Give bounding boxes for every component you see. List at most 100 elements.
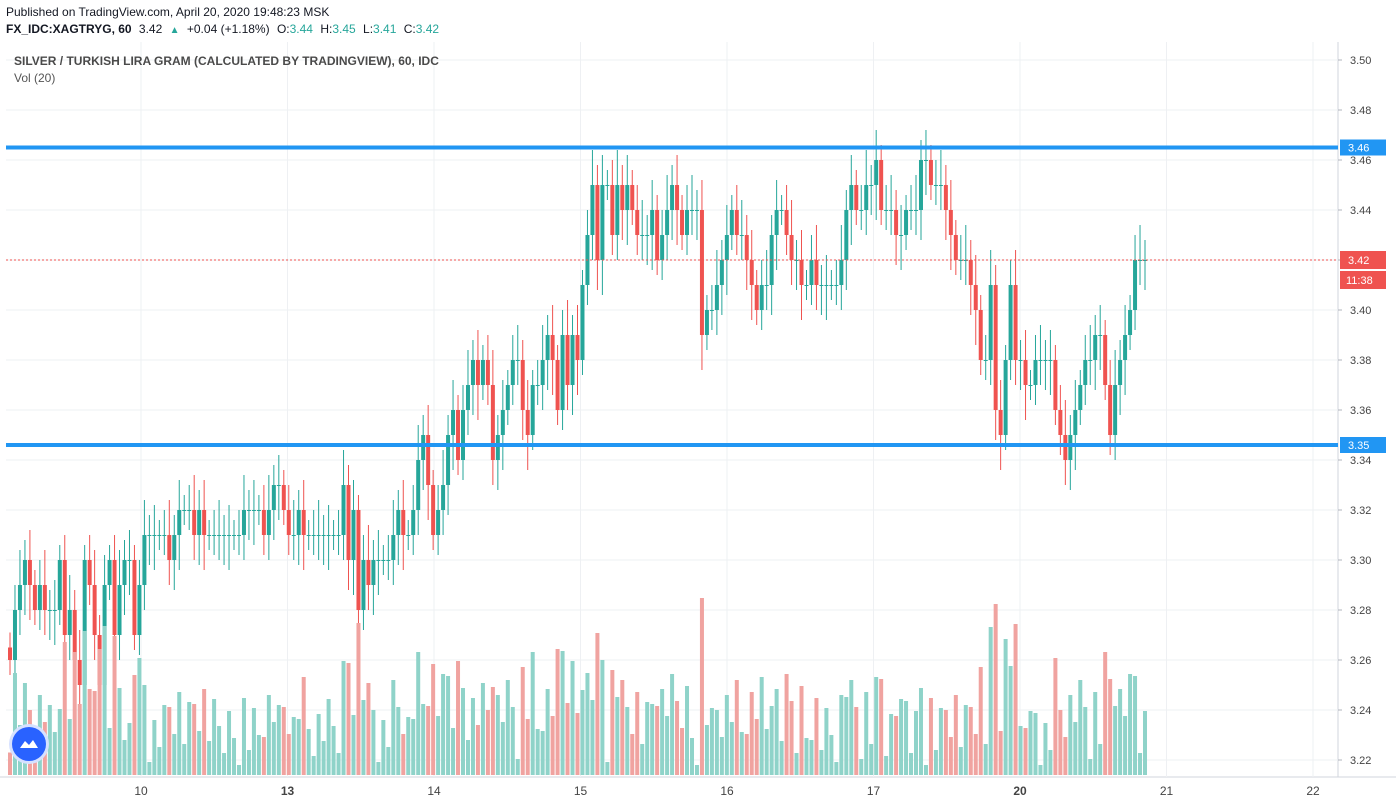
volume-bar (97, 649, 102, 775)
price-tick-label: 3.24 (1350, 705, 1371, 717)
candle-body (441, 485, 446, 510)
volume-bar (963, 705, 968, 775)
candle-body (321, 535, 326, 536)
volume-bar (217, 726, 222, 775)
candle-body (470, 360, 475, 385)
candle-body (525, 410, 530, 435)
candle-body (465, 385, 470, 410)
level-price-tag (1340, 139, 1386, 156)
volume-bar (1043, 723, 1048, 775)
volume-bar (296, 719, 301, 775)
time-tick-label: 13 (281, 784, 295, 798)
candle-body (167, 535, 172, 560)
volume-bar (689, 738, 694, 775)
volume-bar (530, 652, 535, 775)
volume-bar (1058, 710, 1063, 775)
candle-body (127, 560, 132, 561)
candle-body (87, 560, 92, 585)
last-price-tag (1340, 251, 1386, 269)
volume-bar (346, 663, 351, 775)
volume-bar (1093, 692, 1098, 775)
candle-body (256, 510, 261, 511)
volume-bar (560, 651, 565, 775)
candle-body (714, 285, 719, 310)
bar-countdown-label: 11:38 (1346, 275, 1373, 287)
volume-bar (331, 726, 336, 775)
candle-body (963, 260, 968, 261)
volume-bar (918, 688, 923, 775)
candle-body (202, 510, 207, 535)
volume-bar (192, 704, 197, 775)
volume-bar (714, 710, 719, 775)
price-tick-label: 3.50 (1350, 55, 1371, 67)
ohlc-close: 3.42 (415, 22, 440, 36)
candle-body (988, 285, 993, 360)
candle-body (560, 335, 565, 410)
volume-bar (933, 750, 938, 775)
volume-bar (938, 708, 943, 775)
candle-body (162, 535, 167, 536)
candle-body (749, 260, 754, 285)
volume-bar (132, 675, 137, 775)
candle-body (8, 647, 12, 660)
volume-bar (371, 710, 376, 775)
candle-body (819, 285, 824, 286)
volume-bar (754, 719, 759, 775)
volume-bar (361, 700, 366, 775)
candle-body (132, 560, 137, 635)
candle-body (1033, 360, 1038, 385)
volume-bar (1023, 728, 1028, 775)
candle-body (1128, 310, 1133, 335)
volume-bar (381, 720, 386, 775)
time-tick-label: 22 (1306, 784, 1320, 798)
volume-bar (232, 738, 237, 775)
candle-body (530, 385, 535, 435)
volume-bar (356, 623, 361, 775)
candle-body (804, 285, 809, 286)
volume-bar (988, 627, 993, 775)
volume-bar (1033, 713, 1038, 775)
volume-bar (157, 747, 162, 775)
candle-body (281, 485, 286, 510)
candle-body (346, 485, 351, 560)
volume-bar (416, 652, 421, 775)
candle-body (704, 310, 709, 335)
volume-bar (266, 695, 271, 775)
candle-body (351, 510, 356, 560)
time-tick-label: 14 (427, 784, 441, 798)
candle-body (1003, 360, 1008, 435)
candle-body (456, 410, 461, 460)
volume-bar (1088, 759, 1093, 775)
candle-body (565, 335, 570, 385)
volume-bar (8, 752, 12, 775)
candle-body (236, 535, 241, 536)
candle-body (32, 585, 37, 610)
chart-header: Published on TradingView.com, April 20, … (0, 0, 1396, 40)
volume-bar (202, 689, 207, 775)
volume-bar (1133, 676, 1138, 775)
symbol-label[interactable]: FX_IDC:XAGTRYG, 60 (6, 22, 132, 36)
time-tick-label: 15 (574, 784, 588, 798)
candle-body (655, 210, 660, 260)
volume-bar (973, 734, 978, 775)
candle-body (914, 210, 919, 211)
volume-bar (650, 704, 655, 775)
volume-bar (117, 688, 122, 775)
volume-bar (779, 741, 784, 775)
candle-body (386, 560, 391, 561)
volume-bar (953, 695, 958, 775)
volume-bar (869, 744, 874, 775)
candle-body (222, 535, 227, 536)
volume-bar (326, 699, 331, 775)
volume-bar (769, 706, 774, 775)
candle-body (660, 235, 665, 260)
candle-body (52, 610, 57, 611)
volume-bar (475, 725, 480, 775)
candle-body (754, 285, 759, 310)
level-price-label: 3.46 (1348, 143, 1369, 155)
candle-body (1103, 335, 1108, 385)
volume-bar (998, 731, 1003, 775)
candle-body (485, 360, 490, 385)
volume-bar (819, 750, 824, 775)
